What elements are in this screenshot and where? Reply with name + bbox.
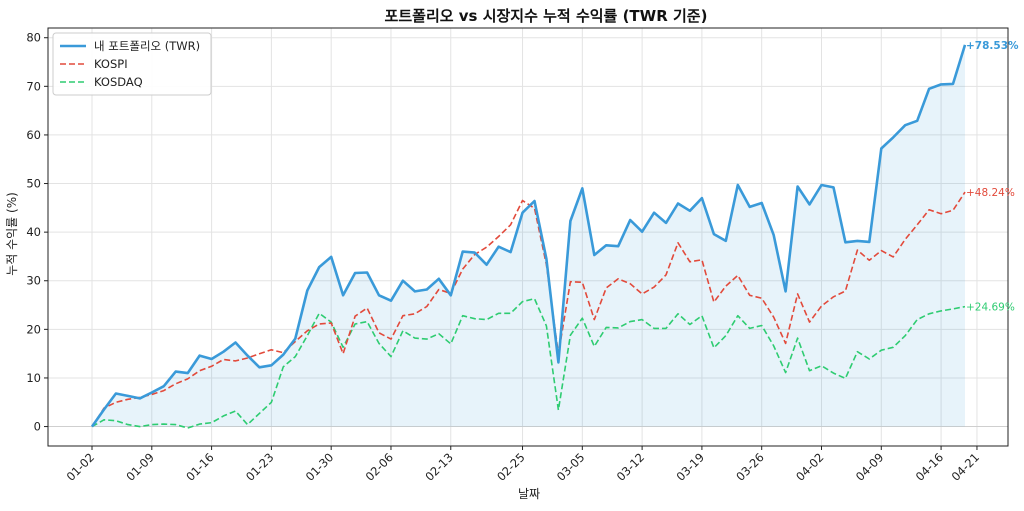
end-labels: +78.53% +48.24% +24.69% (966, 40, 1019, 314)
legend: 내 포트폴리오 (TWR) KOSPI KOSDAQ (52, 32, 212, 96)
end-label-kosdaq: +24.69% (966, 302, 1015, 314)
plot-frame (47, 27, 1009, 447)
y-tick-label: 40 (26, 225, 41, 239)
y-tick-label: 0 (34, 420, 41, 434)
y-tick-label: 50 (26, 177, 41, 191)
y-tick-label: 70 (26, 79, 41, 93)
y-tick-label: 20 (26, 322, 41, 336)
end-label-portfolio: +78.53% (966, 40, 1019, 52)
y-tick-label: 60 (26, 128, 41, 142)
chart-title: 포트폴리오 vs 시장지수 누적 수익률 (TWR 기준) (385, 7, 708, 25)
end-label-kospi: +48.24% (966, 187, 1015, 199)
legend-label: KOSPI (94, 57, 128, 71)
y-axis-title: 누적 수익률 (%) (5, 192, 19, 276)
y-tick-label: 80 (26, 31, 41, 45)
y-axis: 0 10 20 30 40 50 60 70 80 (26, 31, 48, 434)
legend-label: 내 포트폴리오 (TWR) (94, 39, 200, 53)
legend-box (52, 32, 212, 96)
series-lines (90, 44, 967, 429)
series-line-portfolio (90, 44, 967, 428)
y-tick-label: 10 (26, 371, 41, 385)
legend-label: KOSDAQ (94, 75, 143, 89)
series-line-kosdaq (91, 297, 966, 429)
x-axis-title: 날짜 (518, 487, 540, 501)
series-line-kospi (91, 191, 966, 428)
y-tick-label: 30 (26, 274, 41, 288)
